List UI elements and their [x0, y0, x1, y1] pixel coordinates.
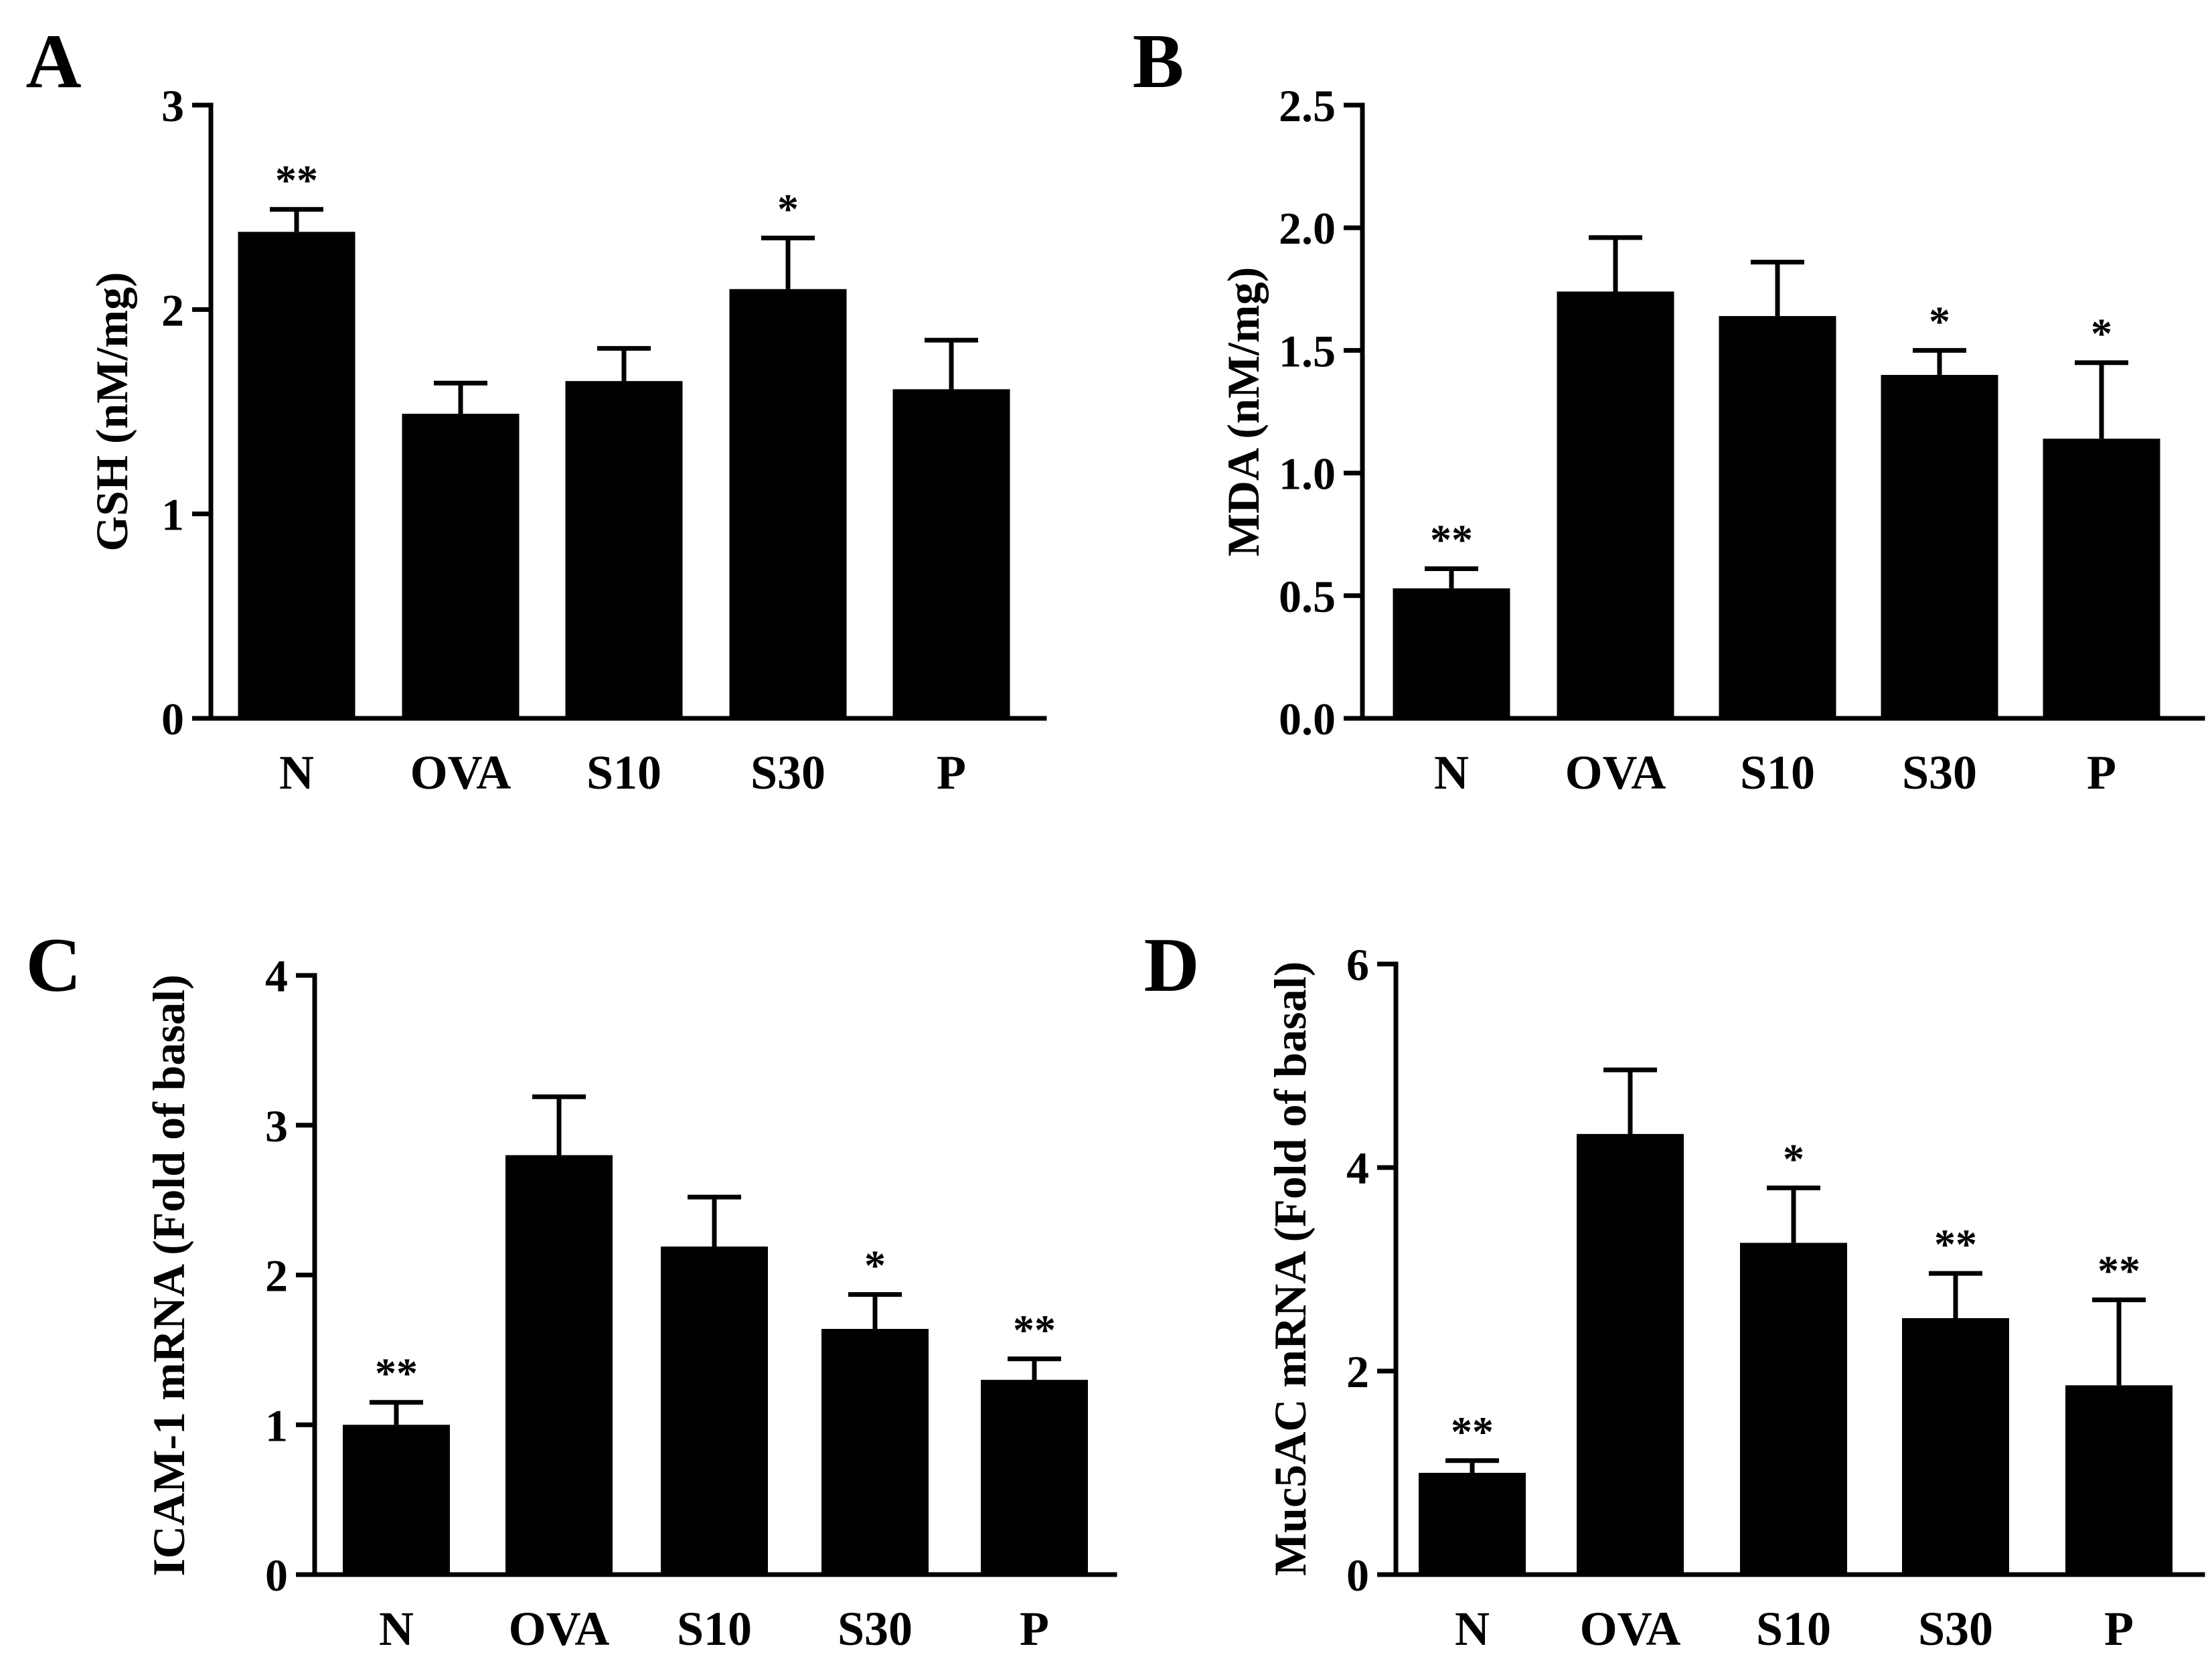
bar-s30: [1902, 1318, 2009, 1575]
significance-mark: **: [275, 157, 318, 204]
bar-ova: [505, 1155, 613, 1575]
y-tick-label: 1: [265, 1400, 288, 1451]
y-axis-label: Muc5AC mRNA (Fold of basal): [1265, 961, 1316, 1576]
bar-n: [343, 1425, 450, 1575]
panel-label: B: [1133, 19, 1184, 104]
bar-n: [238, 232, 356, 719]
panel-label: A: [25, 19, 81, 104]
bar-p: [2065, 1385, 2172, 1575]
bar-s10: [1740, 1243, 1847, 1575]
x-tick-label: P: [2087, 746, 2116, 799]
y-tick-label: 3: [161, 80, 184, 131]
y-tick-label: 1.0: [1279, 449, 1336, 499]
x-tick-label: S30: [1902, 746, 1977, 799]
y-axis-label: ICAM-1 mRNA (Fold of basal): [143, 974, 194, 1576]
bar-s30: [821, 1329, 929, 1575]
significance-mark: **: [1934, 1220, 1977, 1268]
significance-mark: **: [1451, 1408, 1494, 1455]
bar-n: [1419, 1473, 1526, 1575]
y-tick-label: 2.5: [1279, 80, 1336, 131]
y-tick-label: 0: [161, 694, 184, 744]
x-tick-label: S30: [750, 746, 825, 799]
bar-s30: [729, 289, 847, 718]
y-tick-label: 0.0: [1279, 694, 1336, 744]
bar-p: [892, 389, 1010, 718]
x-tick-label: S10: [586, 746, 661, 799]
bar-p: [2043, 438, 2160, 718]
x-tick-label: S10: [1756, 1602, 1831, 1656]
x-tick-label: OVA: [509, 1602, 610, 1656]
x-tick-label: P: [2104, 1602, 2134, 1656]
y-tick-label: 1.5: [1279, 325, 1336, 376]
bar-ova: [1577, 1133, 1684, 1575]
panel-label: C: [25, 923, 81, 1008]
x-tick-label: OVA: [1565, 746, 1666, 799]
y-tick-label: 0: [1346, 1550, 1369, 1601]
y-tick-label: 3: [265, 1101, 288, 1151]
bar-s10: [661, 1246, 768, 1575]
y-axis-label: MDA (nM/mg): [1218, 267, 1269, 556]
x-tick-label: S30: [838, 1602, 913, 1656]
significance-mark: *: [864, 1242, 886, 1289]
x-tick-label: N: [379, 1602, 414, 1656]
x-tick-label: N: [1455, 1602, 1490, 1656]
x-tick-label: P: [937, 746, 966, 799]
bar-p: [981, 1380, 1088, 1575]
x-tick-label: OVA: [1580, 1602, 1681, 1656]
y-tick-label: 2: [265, 1251, 288, 1301]
significance-mark: **: [1430, 515, 1473, 563]
significance-mark: *: [1783, 1135, 1804, 1182]
y-tick-label: 0.5: [1279, 571, 1336, 622]
y-tick-label: 2: [1346, 1346, 1369, 1397]
significance-mark: *: [1929, 297, 1950, 345]
x-tick-label: N: [279, 746, 314, 799]
significance-mark: *: [2091, 310, 2112, 357]
panel-label: D: [1143, 923, 1199, 1008]
chart-panel-a: A 0 1 2 3 GSH (nM/mg) ** N OVA S10 * S30 P: [25, 19, 1047, 799]
chart-panel-c: C 0 1 2 3 4 ICAM-1 mRNA (Fold of basal) ** N OVA S…: [25, 923, 1117, 1656]
x-tick-label: S30: [1918, 1602, 1993, 1656]
x-tick-label: OVA: [410, 746, 511, 799]
y-tick-label: 4: [1346, 1143, 1369, 1194]
x-tick-label: S10: [677, 1602, 752, 1656]
y-axis-label: GSH (nM/mg): [86, 272, 137, 551]
x-tick-label: S10: [1740, 746, 1815, 799]
significance-mark: **: [2098, 1247, 2140, 1295]
y-tick-label: 6: [1346, 939, 1369, 990]
y-tick-label: 0: [265, 1550, 288, 1601]
y-tick-label: 2: [161, 285, 184, 335]
bar-ova: [1557, 291, 1674, 718]
chart-panel-d: D 0 2 4 6 Muc5AC mRNA (Fold of basal) ** N OVA * S…: [1143, 923, 2205, 1656]
y-tick-label: 4: [265, 951, 288, 1002]
bar-n: [1393, 588, 1510, 718]
significance-mark: **: [375, 1350, 418, 1397]
bar-ova: [402, 414, 520, 718]
bar-s30: [1881, 375, 1998, 718]
x-tick-label: P: [1020, 1602, 1049, 1656]
y-tick-label: 1: [161, 489, 184, 540]
x-tick-label: N: [1434, 746, 1469, 799]
y-tick-label: 2.0: [1279, 203, 1336, 254]
significance-mark: *: [777, 185, 799, 232]
bar-s10: [565, 381, 683, 718]
bar-s10: [1719, 316, 1836, 718]
significance-mark: **: [1013, 1306, 1056, 1354]
